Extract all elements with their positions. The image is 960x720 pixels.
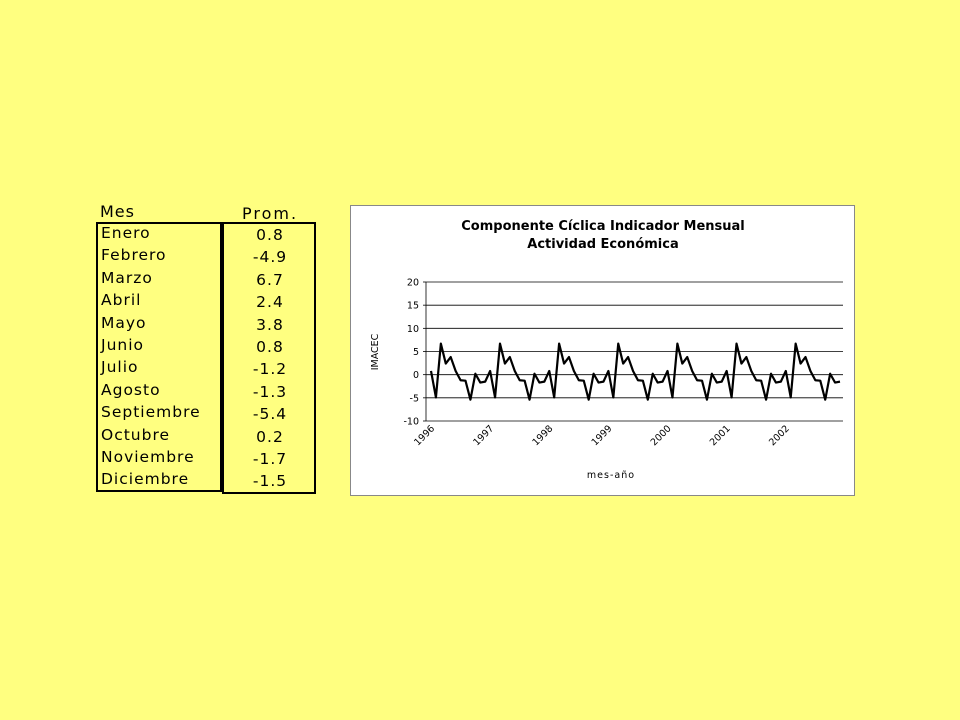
x-tick-label: 1997	[471, 423, 496, 448]
monthly-average-table: Mes Prom. Enero Febrero Marzo Abril Mayo Juni…	[96, 200, 316, 494]
x-tick-label: 1999	[590, 423, 615, 448]
month-cell: Enero	[101, 224, 151, 242]
y-tick-label: 10	[407, 324, 419, 335]
month-cell: Mayo	[101, 313, 147, 332]
y-tick-label: 20	[407, 278, 419, 289]
average-cell: 0.8	[256, 338, 284, 356]
cyclical-component-chart: Componente Cíclica Indicador Mensual Act…	[350, 205, 855, 496]
month-cell: Julio	[101, 358, 139, 377]
average-cell: -1.7	[252, 450, 288, 468]
month-cell: Noviembre	[101, 448, 195, 466]
y-tick-label: -10	[403, 417, 419, 428]
x-tick-label: 1998	[531, 423, 556, 448]
y-tick-labels: 20 15 10 5 0 -5 -10	[403, 278, 419, 428]
average-cell: -1.5	[252, 472, 288, 491]
y-tick-label: 5	[413, 347, 419, 358]
average-cell: 0.8	[256, 226, 284, 244]
average-column: 0.8 -4.9 6.7 2.4 3.8 0.8 -1.2 -1.3 -5.4 0.2 -1.7 -1…	[222, 222, 316, 494]
x-axis-label: mes-año	[587, 470, 635, 481]
month-cell: Agosto	[101, 380, 161, 399]
chart-title-line1: Componente Cíclica Indicador Mensual	[461, 219, 745, 234]
y-tick-label: 15	[407, 301, 419, 312]
month-cell: Abril	[101, 291, 142, 310]
month-column-header: Mes	[100, 202, 135, 221]
month-cell: Marzo	[101, 268, 153, 287]
x-tick-labels: 1996 1997 1998 1999 2000 2001 2002	[412, 423, 792, 448]
average-column-header: Prom.	[242, 204, 299, 223]
month-cell: Junio	[101, 336, 145, 354]
month-column: Enero Febrero Marzo Abril Mayo Junio Julio Agos…	[96, 222, 222, 492]
x-tick-label: 2001	[708, 423, 733, 448]
average-cell: 0.2	[256, 427, 284, 446]
average-cell: -5.4	[252, 405, 288, 424]
month-cell: Febrero	[101, 246, 167, 265]
chart-canvas: Componente Cíclica Indicador Mensual Act…	[370, 219, 843, 481]
average-cell: 6.7	[256, 270, 284, 289]
x-tick-label: 2002	[767, 423, 792, 448]
average-cell: -1.2	[252, 360, 288, 379]
average-cell: 2.4	[256, 293, 284, 312]
y-axis-label: IMACEC	[370, 333, 381, 370]
x-tick-label: 2000	[649, 423, 674, 448]
y-tick-label: 0	[413, 370, 419, 381]
average-cell: -1.3	[252, 382, 288, 401]
month-cell: Septiembre	[101, 403, 201, 422]
series-line-imacec	[429, 342, 841, 401]
month-cell: Octubre	[101, 425, 171, 444]
average-cell: 3.8	[256, 315, 284, 334]
average-cell: -4.9	[252, 248, 288, 267]
month-cell: Diciembre	[101, 470, 190, 489]
chart-title-line2: Actividad Económica	[527, 237, 678, 252]
y-tick-label: -5	[410, 393, 419, 404]
gridlines	[423, 281, 843, 422]
